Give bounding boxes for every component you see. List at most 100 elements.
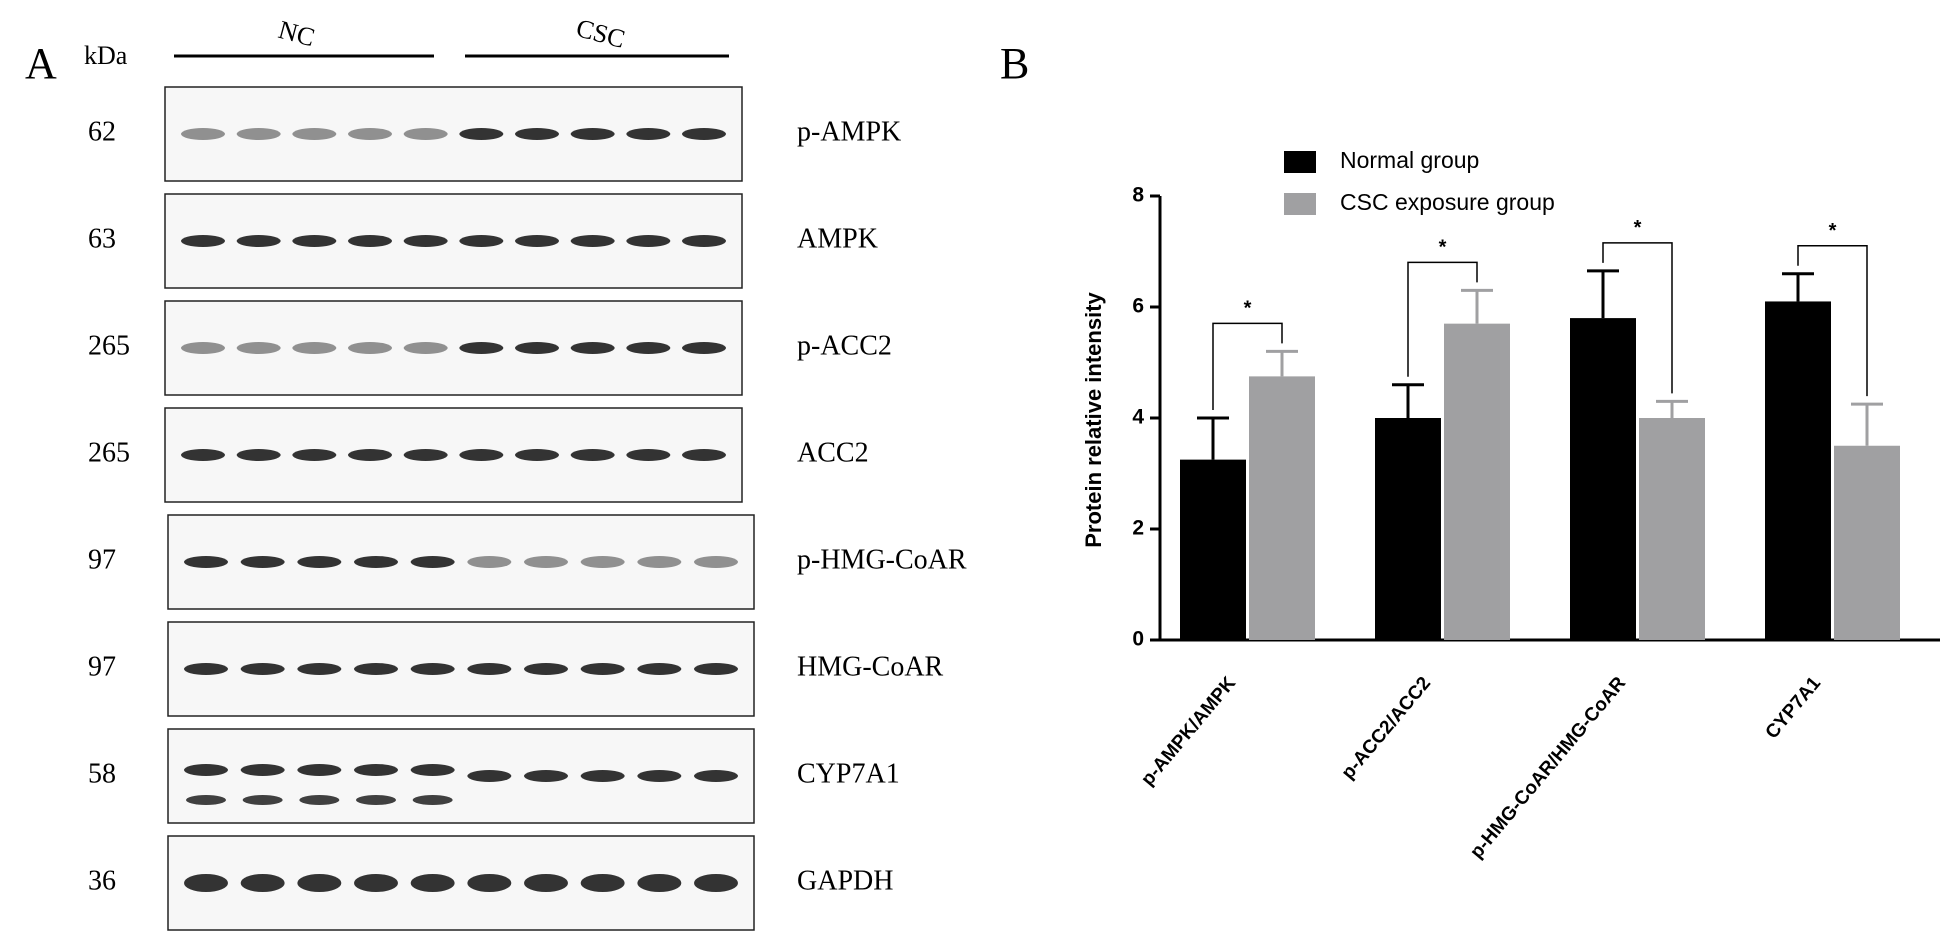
protein-label: p-HMG-CoAR bbox=[797, 544, 967, 575]
band bbox=[410, 556, 455, 568]
band bbox=[299, 795, 340, 805]
band bbox=[236, 449, 281, 461]
significance-bracket bbox=[1212, 322, 1283, 410]
band bbox=[354, 874, 398, 892]
band bbox=[626, 342, 671, 354]
band bbox=[292, 449, 337, 461]
band bbox=[467, 874, 512, 892]
band bbox=[682, 342, 726, 354]
band bbox=[459, 235, 504, 247]
band bbox=[694, 663, 738, 675]
band bbox=[515, 342, 559, 354]
group-label: CSC bbox=[573, 13, 628, 54]
band bbox=[297, 874, 342, 892]
significance-label: * bbox=[1439, 237, 1447, 259]
legend-swatch bbox=[1284, 193, 1316, 215]
band bbox=[570, 235, 615, 247]
y-tick-label: 2 bbox=[1132, 517, 1144, 540]
x-tick-label: p-AMPK/AMPK bbox=[1137, 673, 1240, 790]
band bbox=[410, 874, 455, 892]
y-tick-label: 8 bbox=[1132, 184, 1144, 207]
legend-label: CSC exposure group bbox=[1340, 189, 1555, 215]
band bbox=[240, 556, 285, 568]
band bbox=[682, 128, 726, 140]
band bbox=[524, 770, 568, 782]
bar bbox=[1180, 459, 1246, 640]
band bbox=[403, 342, 448, 354]
kda-label: 36 bbox=[88, 865, 116, 896]
band bbox=[524, 556, 568, 568]
significance-label: * bbox=[1244, 298, 1252, 320]
x-tick-label: CYP7A1 bbox=[1762, 673, 1826, 743]
band bbox=[410, 663, 455, 675]
kda-label: 265 bbox=[88, 330, 130, 361]
band bbox=[682, 449, 726, 461]
band bbox=[181, 235, 225, 247]
kda-label: 62 bbox=[88, 116, 116, 147]
kda-label: 63 bbox=[88, 223, 116, 254]
band bbox=[184, 874, 228, 892]
band bbox=[626, 449, 671, 461]
band bbox=[184, 663, 228, 675]
band bbox=[348, 128, 392, 140]
band bbox=[240, 874, 285, 892]
band bbox=[467, 770, 512, 782]
band bbox=[524, 874, 568, 892]
band bbox=[637, 663, 682, 675]
band bbox=[570, 128, 615, 140]
band bbox=[580, 663, 625, 675]
band bbox=[184, 764, 228, 776]
band bbox=[570, 342, 615, 354]
band bbox=[626, 128, 671, 140]
band bbox=[515, 128, 559, 140]
kda-label: 265 bbox=[88, 437, 130, 468]
panel-label: B bbox=[1000, 39, 1029, 88]
band bbox=[348, 342, 392, 354]
band bbox=[694, 556, 738, 568]
band bbox=[181, 342, 225, 354]
band bbox=[181, 449, 225, 461]
y-tick-label: 6 bbox=[1132, 295, 1144, 318]
protein-label: p-AMPK bbox=[797, 116, 901, 147]
band bbox=[403, 449, 448, 461]
unit-label: kDa bbox=[84, 41, 128, 70]
protein-label: p-ACC2 bbox=[797, 330, 892, 361]
band bbox=[410, 764, 455, 776]
significance-bracket bbox=[1407, 261, 1478, 377]
protein-label: AMPK bbox=[797, 223, 878, 254]
band bbox=[184, 556, 228, 568]
band bbox=[236, 235, 281, 247]
band bbox=[292, 128, 337, 140]
band bbox=[626, 235, 671, 247]
protein-label: ACC2 bbox=[797, 437, 869, 468]
band bbox=[236, 128, 281, 140]
panel-label: A bbox=[25, 39, 57, 88]
band bbox=[459, 449, 504, 461]
significance-bracket bbox=[1797, 244, 1868, 397]
band bbox=[356, 795, 396, 805]
band bbox=[240, 663, 285, 675]
band bbox=[240, 764, 285, 776]
band bbox=[412, 795, 453, 805]
y-tick-label: 4 bbox=[1132, 406, 1144, 429]
band bbox=[459, 342, 504, 354]
band bbox=[467, 663, 512, 675]
x-tick-label: p-ACC2/ACC2 bbox=[1338, 673, 1436, 784]
band bbox=[348, 235, 392, 247]
y-axis-label: Protein relative intensity bbox=[1081, 291, 1106, 547]
protein-label: GAPDH bbox=[797, 865, 893, 896]
bar bbox=[1639, 418, 1705, 640]
band bbox=[236, 342, 281, 354]
band bbox=[694, 874, 738, 892]
band bbox=[186, 795, 226, 805]
bar bbox=[1249, 376, 1315, 640]
band bbox=[467, 556, 512, 568]
band bbox=[403, 128, 448, 140]
bar bbox=[1834, 445, 1900, 640]
band bbox=[354, 556, 398, 568]
kda-label: 58 bbox=[88, 758, 116, 789]
bar bbox=[1444, 323, 1510, 640]
band bbox=[694, 770, 738, 782]
